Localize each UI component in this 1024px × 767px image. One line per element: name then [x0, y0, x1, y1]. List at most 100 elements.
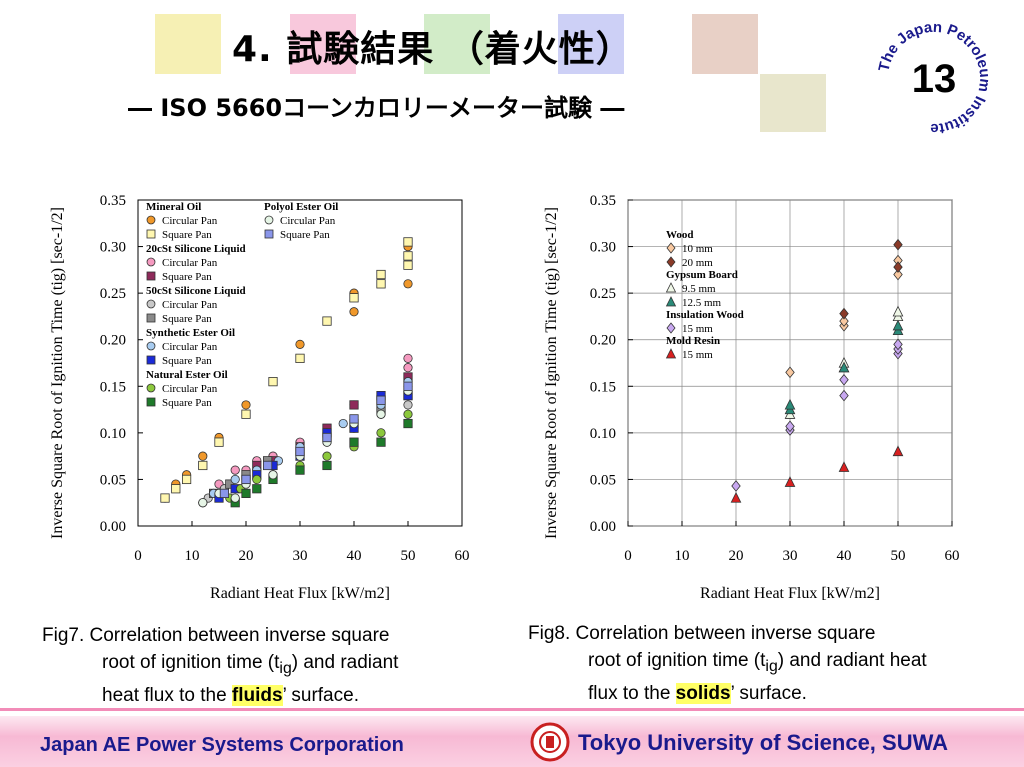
y-tick-label: 0.20 [100, 333, 126, 349]
data-point [268, 470, 278, 480]
legend-item-label: Square Pan [162, 313, 212, 325]
fig8-caption: Fig8. Correlation between inverse square… [528, 620, 1018, 707]
y-tick-label: 0.35 [100, 193, 126, 209]
legend-group-title: Mold Resin [666, 335, 720, 347]
data-point [349, 414, 359, 424]
data-point [376, 269, 386, 280]
legend-item-label: Circular Pan [162, 299, 218, 311]
footer-university: Tokyo University of Science, SUWA [578, 730, 949, 755]
deco-square-5 [692, 14, 758, 74]
legend-item-label: Square Pan [162, 271, 212, 283]
legend-marker [146, 341, 156, 351]
data-point [893, 238, 903, 251]
y-tick-label: 0.30 [100, 240, 126, 256]
y-axis-label: Inverse Square Root of Ignition Time (ti… [49, 207, 66, 539]
legend-marker [146, 229, 156, 239]
legend-item-label: Square Pan [162, 397, 212, 409]
fig7-caption: Fig7. Correlation between inverse square… [42, 622, 512, 709]
data-point [376, 409, 386, 419]
data-point [295, 446, 305, 457]
legend-group-title: Mineral Oil [146, 201, 201, 213]
data-point [403, 381, 413, 391]
y-tick-label: 0.35 [590, 193, 616, 209]
data-point [403, 251, 413, 261]
fig8-caption-l3a: flux to the [588, 682, 676, 704]
x-tick-label: 40 [837, 548, 852, 564]
deco-square-4 [558, 14, 624, 74]
data-point [349, 400, 359, 410]
data-point [403, 353, 413, 363]
data-point [376, 279, 386, 289]
legend-group-title: Gypsum Board [666, 269, 738, 281]
legend-item-label: Circular Pan [162, 383, 218, 395]
deco-square-2 [290, 14, 356, 74]
y-tick-label: 0.15 [100, 379, 126, 395]
data-point [403, 400, 413, 410]
data-point [376, 395, 386, 405]
legend-item-label: 20 mm [682, 257, 713, 269]
deco-square-3 [424, 14, 490, 74]
data-point [262, 460, 273, 471]
data-point [322, 316, 332, 326]
fig7-caption-l3a: heat flux to the [102, 684, 232, 706]
legend-item-label: 12.5 mm [682, 297, 722, 309]
slide-title: 4. 試験結果 （着火性） [232, 29, 633, 70]
legend-marker [665, 282, 677, 293]
data-point [785, 366, 795, 379]
legend-marker [146, 397, 156, 407]
fig7-caption-line2: root of ignition time (tig) and radiant [42, 649, 512, 682]
data-point [322, 432, 332, 443]
deco-square-1 [155, 14, 221, 74]
data-point [225, 479, 235, 489]
legend-item-label: Square Pan [162, 355, 212, 367]
fig7-chart: 0.00 0.05 0.10 0.15 0.20 0.25 0.30 0.35 0 10 20 30 4… [36, 152, 528, 616]
fig7-caption-sub: ig [279, 659, 292, 677]
data-point [241, 400, 251, 410]
legend-item-label: Circular Pan [162, 341, 218, 353]
data-point [241, 488, 251, 499]
data-point [403, 237, 413, 247]
data-point [376, 428, 386, 438]
legend-marker [146, 383, 156, 393]
x-tick-label: 20 [729, 548, 744, 564]
data-point [214, 437, 224, 447]
data-point [784, 476, 796, 487]
x-axis-label: Radiant Heat Flux [kW/m2] [700, 585, 880, 602]
data-point [295, 465, 305, 475]
fig7-caption-line1: Fig7. Correlation between inverse square [42, 625, 390, 646]
fig8-caption-l3b: ’ surface. [730, 682, 807, 704]
legend-item-label: 15 mm [682, 349, 713, 361]
data-point [892, 445, 904, 457]
y-tick-label: 0.20 [590, 333, 616, 349]
data-point [198, 460, 208, 471]
x-tick-label: 20 [239, 548, 254, 564]
x-tick-label: 10 [675, 548, 690, 564]
data-point [785, 420, 795, 433]
legend-item-label: 15 mm [682, 323, 713, 335]
legend-marker [666, 256, 676, 268]
slide-subtitle: ― ISO 5660コーンカロリーメーター試験 ― [128, 94, 625, 122]
y-tick-label: 0.00 [590, 519, 616, 535]
y-tick-label: 0.30 [590, 240, 616, 256]
data-point [322, 451, 332, 461]
fig8-caption-emph: solids [675, 682, 731, 704]
legend-item-label: Circular Pan [280, 215, 336, 227]
legend-marker [264, 229, 274, 239]
y-tick-label: 0.15 [590, 379, 616, 395]
x-tick-label: 0 [134, 548, 142, 564]
deco-square-6 [760, 74, 826, 132]
legend-marker [146, 215, 156, 225]
legend-marker [146, 355, 156, 365]
legend-group-title: 20cSt Silicone Liquid [146, 243, 246, 255]
institute-seal: The Japan Petroleum Institute 13 [875, 19, 993, 137]
x-tick-label: 10 [185, 548, 200, 564]
legend-group-title: Insulation Wood [666, 309, 744, 321]
data-point [252, 474, 262, 485]
data-point [181, 474, 192, 485]
data-point [893, 268, 903, 281]
legend-group-title: Polyol Ester Oil [264, 201, 338, 213]
legend-marker [666, 242, 676, 254]
data-point [839, 389, 849, 402]
fig7-caption-l2a: root of ignition time (t [102, 652, 280, 673]
data-point [230, 493, 240, 503]
